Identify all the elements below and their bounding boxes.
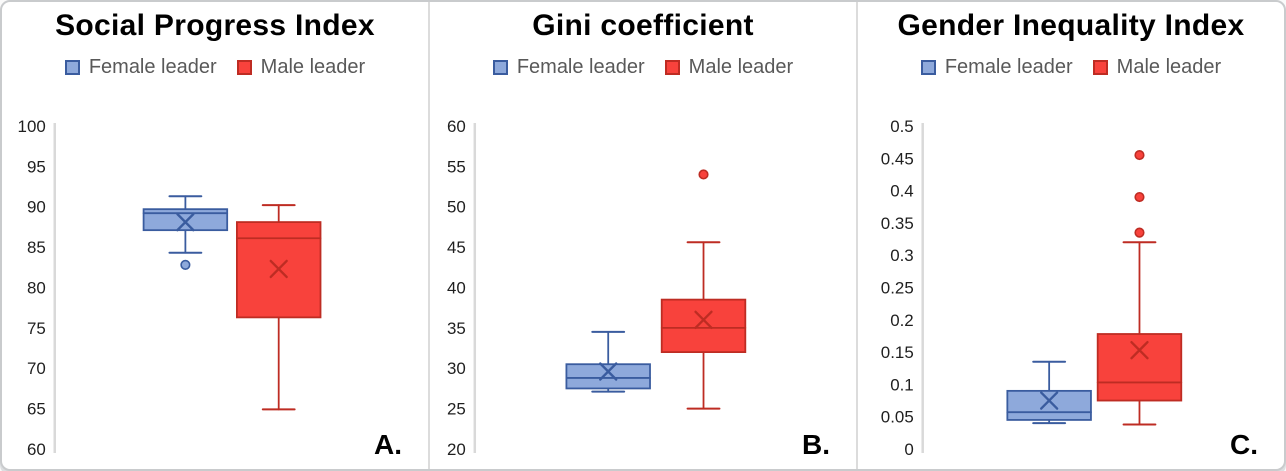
y-tick-label: 50 — [447, 198, 466, 217]
panel-letter-a: A. — [374, 429, 402, 460]
box-series-male-leader — [660, 169, 747, 410]
y-tick-label: 0.45 — [881, 149, 914, 168]
legend-item-male-leader: Male leader — [664, 56, 794, 79]
y-tick-label: 65 — [27, 400, 46, 419]
chart-legend: Female leader Male leader — [430, 56, 856, 79]
mean-x-marker — [1039, 391, 1059, 410]
female-leader-swatch-icon — [492, 60, 508, 75]
y-tick-label: 60 — [447, 117, 466, 136]
y-tick-label: 0.25 — [881, 278, 914, 297]
y-tick-label: 0.1 — [890, 375, 914, 394]
chart-title: Gini coefficient — [532, 9, 754, 42]
outlier-point — [698, 169, 709, 180]
box-series-male-leader — [1096, 149, 1183, 426]
y-tick-label: 0.2 — [890, 311, 914, 330]
box-series-female-leader — [565, 330, 651, 393]
y-tick-label: 100 — [18, 117, 46, 136]
y-tick-label: 85 — [27, 238, 46, 257]
y-tick-label: 60 — [27, 440, 46, 459]
mean-x-marker — [599, 362, 618, 381]
male-leader-swatch-icon — [664, 60, 680, 75]
legend-item-female-leader: Female leader — [64, 56, 217, 79]
legend-item-male-leader: Male leader — [236, 56, 366, 79]
legend-label-female-leader: Female leader — [516, 56, 645, 78]
y-tick-label: 95 — [27, 157, 46, 176]
y-tick-label: 25 — [447, 400, 466, 419]
y-tick-label: 0 — [904, 440, 913, 459]
mean-x-marker — [176, 212, 195, 232]
y-tick-label: 0.35 — [881, 214, 914, 233]
legend-label-male-leader: Male leader — [1116, 56, 1222, 78]
outlier-point — [1134, 149, 1145, 161]
panel-social-progress-index: Social Progress Index Female leader Male… — [2, 2, 428, 469]
y-tick-label: 75 — [27, 319, 46, 338]
chart-legend: Female leader Male leader — [2, 56, 428, 79]
y-tick-label: 0.05 — [881, 408, 914, 427]
y-tick-label: 35 — [447, 319, 466, 338]
iqr-box — [142, 208, 229, 232]
box-series-female-leader — [1006, 360, 1092, 425]
outlier-point — [180, 259, 191, 270]
mean-x-marker — [1130, 340, 1149, 360]
legend-item-male-leader: Male leader — [1092, 56, 1222, 79]
boxplot-gender-inequality-index: 0.5 0.45 0.4 0.35 0.3 0.25 0.2 0.15 0.1 0.05 0 — [881, 117, 1183, 459]
legend-label-male-leader: Male leader — [688, 56, 794, 78]
legend-label-male-leader: Male leader — [260, 56, 366, 78]
legend-label-female-leader: Female leader — [88, 56, 217, 78]
iqr-box — [565, 363, 651, 390]
female-leader-swatch-icon — [920, 60, 936, 75]
y-tick-label: 0.5 — [890, 117, 914, 136]
box-series-male-leader — [236, 204, 322, 411]
y-tick-label: 70 — [27, 359, 46, 378]
chart-legend: Female leader Male leader — [858, 56, 1284, 79]
y-tick-label: 0.4 — [890, 182, 914, 201]
panel-gender-inequality-index: Gender Inequality Index Female leader Ma… — [856, 2, 1284, 469]
boxplot-social-progress-index: 100 95 90 85 80 75 70 65 60 — [18, 117, 322, 459]
chart-title: Social Progress Index — [55, 9, 375, 42]
panel-gini-coefficient: Gini coefficient Female leader Male lead… — [428, 2, 856, 469]
mean-x-marker — [694, 310, 713, 330]
legend-item-female-leader: Female leader — [492, 56, 645, 79]
chart-title: Gender Inequality Index — [897, 9, 1245, 42]
y-tick-label: 55 — [447, 157, 466, 176]
mean-x-marker — [269, 259, 288, 279]
y-tick-label: 45 — [447, 238, 466, 257]
male-leader-swatch-icon — [236, 60, 252, 75]
y-tick-label: 0.15 — [881, 343, 914, 362]
legend-item-female-leader: Female leader — [920, 56, 1073, 79]
outlier-point — [1134, 227, 1145, 238]
y-tick-label: 90 — [27, 198, 46, 217]
y-tick-label: 20 — [447, 440, 466, 459]
male-leader-swatch-icon — [1092, 60, 1108, 75]
panel-letter-c: C. — [1230, 429, 1258, 460]
y-tick-label: 40 — [447, 278, 466, 297]
iqr-box — [1006, 389, 1092, 421]
y-tick-label: 30 — [447, 359, 466, 378]
legend-label-female-leader: Female leader — [944, 56, 1073, 78]
female-leader-swatch-icon — [64, 60, 80, 75]
outlier-point — [1134, 191, 1145, 203]
boxplot-gini-coefficient: 60 55 50 45 40 35 30 25 20 — [447, 117, 747, 459]
iqr-box — [1096, 333, 1183, 402]
panel-letter-b: B. — [802, 429, 830, 460]
y-tick-label: 0.3 — [890, 246, 914, 265]
box-series-female-leader — [142, 195, 229, 270]
iqr-box — [660, 298, 747, 354]
y-tick-label: 80 — [27, 278, 46, 297]
